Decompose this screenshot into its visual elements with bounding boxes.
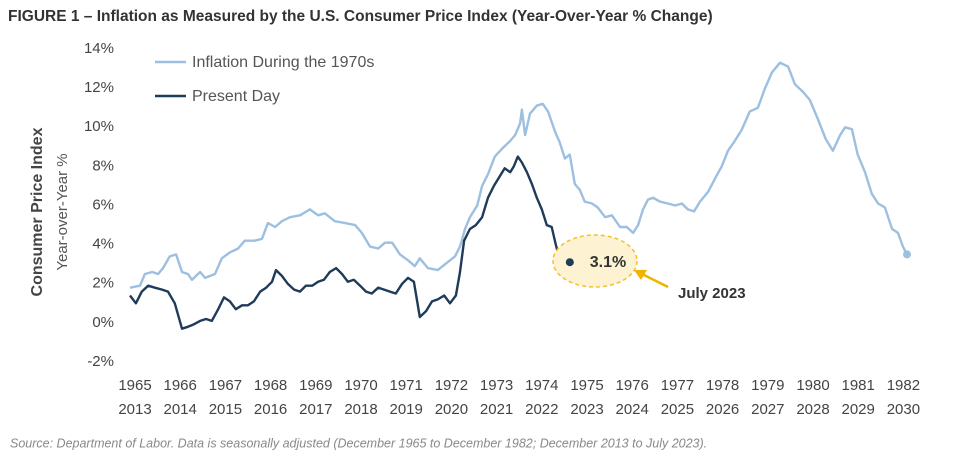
annotation-arrow bbox=[641, 272, 669, 289]
y-tick-label: 10% bbox=[84, 118, 114, 135]
x-tick-label: 1979 bbox=[751, 377, 784, 394]
x-tick-label-present: 2026 bbox=[706, 401, 739, 418]
y-tick-label: 12% bbox=[84, 79, 114, 96]
x-tick-label-present: 2028 bbox=[796, 401, 829, 418]
x-tick-label-present: 2025 bbox=[661, 401, 694, 418]
x-tick-label-present: 2018 bbox=[344, 401, 377, 418]
legend-label: Present Day bbox=[192, 88, 280, 105]
x-tick-label-present: 2022 bbox=[525, 401, 558, 418]
y-axis-sublabel: Year-over-Year % bbox=[54, 153, 71, 270]
x-tick-label: 1972 bbox=[435, 377, 468, 394]
x-tick-label: 1971 bbox=[390, 377, 423, 394]
x-tick-label-present: 2015 bbox=[209, 401, 242, 418]
x-tick-label: 1977 bbox=[661, 377, 694, 394]
y-tick-label: 8% bbox=[92, 157, 114, 174]
x-tick-label-present: 2013 bbox=[118, 401, 151, 418]
series-line bbox=[129, 61, 909, 289]
x-tick-label: 1973 bbox=[480, 377, 513, 394]
value-annotation: 3.1% bbox=[590, 254, 626, 271]
arrow-head bbox=[634, 270, 647, 280]
x-tick-label-present: 2017 bbox=[299, 401, 332, 418]
x-tick-label-present: 2020 bbox=[435, 401, 468, 418]
x-tick-label-present: 2021 bbox=[480, 401, 513, 418]
x-tick-label: 1981 bbox=[842, 377, 875, 394]
x-tick-label: 1968 bbox=[254, 377, 287, 394]
x-tick-label: 1966 bbox=[164, 377, 197, 394]
x-tick-label-present: 2014 bbox=[164, 401, 197, 418]
y-tick-label: 2% bbox=[92, 275, 114, 292]
end-point bbox=[565, 258, 574, 267]
legend-label: Inflation During the 1970s bbox=[192, 54, 374, 71]
y-tick-label: 14% bbox=[84, 40, 114, 57]
x-tick-label-present: 2030 bbox=[887, 401, 920, 418]
x-tick-label: 1965 bbox=[118, 377, 151, 394]
x-tick-label: 1969 bbox=[299, 377, 332, 394]
x-tick-label-present: 2023 bbox=[570, 401, 603, 418]
y-tick-label: 6% bbox=[92, 196, 114, 213]
x-tick-label-present: 2024 bbox=[616, 401, 649, 418]
y-tick-label: 0% bbox=[92, 314, 114, 331]
x-tick-label-present: 2029 bbox=[842, 401, 875, 418]
x-tick-label-present: 2016 bbox=[254, 401, 287, 418]
x-tick-label: 1982 bbox=[887, 377, 920, 394]
date-annotation: July 2023 bbox=[678, 285, 746, 302]
y-tick-label: -2% bbox=[87, 353, 114, 370]
series-line bbox=[129, 155, 570, 330]
x-tick-label: 1978 bbox=[706, 377, 739, 394]
x-tick-label-present: 2027 bbox=[751, 401, 784, 418]
y-tick-label: 4% bbox=[92, 236, 114, 253]
x-tick-label-present: 2019 bbox=[390, 401, 423, 418]
end-point bbox=[903, 250, 912, 259]
x-tick-label: 1970 bbox=[344, 377, 377, 394]
x-tick-label: 1974 bbox=[525, 377, 558, 394]
chart-title: FIGURE 1 – Inflation as Measured by the … bbox=[8, 8, 713, 25]
x-tick-label: 1975 bbox=[570, 377, 603, 394]
highlight-ellipse bbox=[552, 234, 638, 288]
source-note: Source: Department of Labor. Data is sea… bbox=[10, 436, 707, 450]
x-tick-label: 1976 bbox=[616, 377, 649, 394]
x-tick-label: 1980 bbox=[796, 377, 829, 394]
y-axis-label: Consumer Price Index bbox=[29, 127, 46, 296]
x-tick-label: 1967 bbox=[209, 377, 242, 394]
